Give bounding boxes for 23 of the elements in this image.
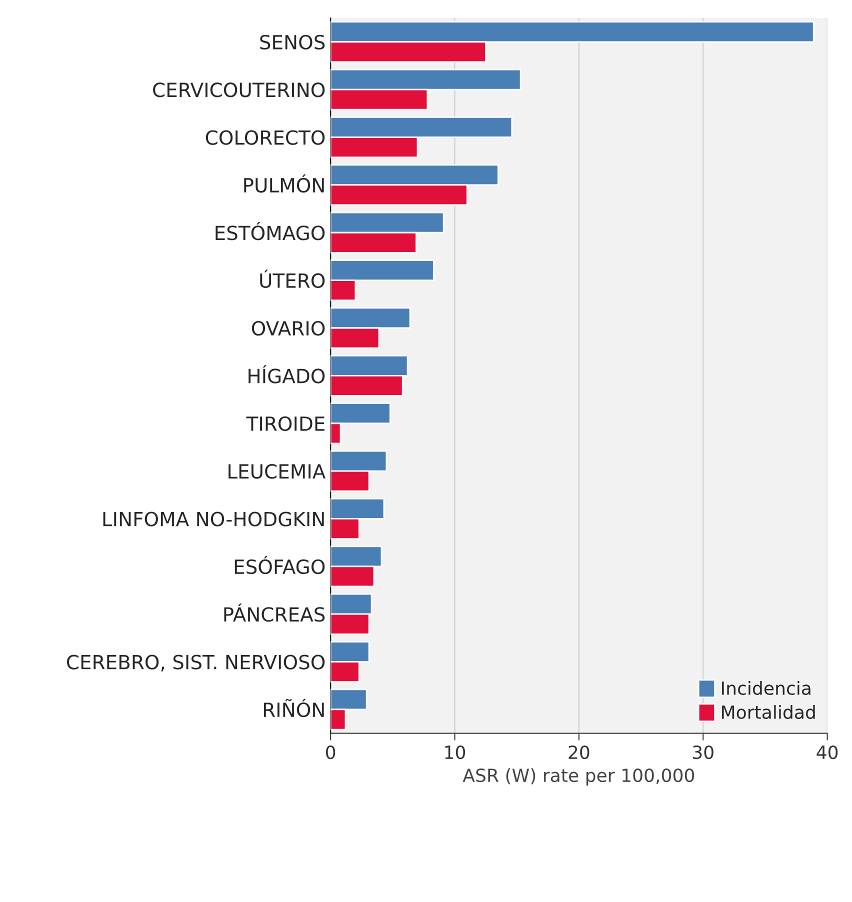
y-tick-label: PULMÓN bbox=[244, 174, 324, 193]
y-tick-label: CERVICOUTERINO bbox=[153, 82, 325, 98]
y-tick-label: ÚTERO bbox=[260, 270, 325, 288]
y-tick-label: PÁNCREAS bbox=[224, 604, 325, 622]
y-tick-label: ESÓFAGO bbox=[234, 556, 325, 574]
y-tick-label: ESTÓMAGO bbox=[216, 222, 325, 240]
y-tick-label: OVARIO bbox=[252, 320, 325, 336]
x-axis-title: ASR (W) rate per 100,000 bbox=[462, 768, 694, 786]
y-tick-label: SENOS bbox=[260, 34, 325, 50]
x-tick-label: 10 bbox=[445, 745, 466, 760]
y-tick-label: LINFOMA NO-HODGKIN bbox=[103, 512, 324, 526]
y-tick-label: TIROIDE bbox=[246, 416, 324, 432]
y-tick-label: COLORECTO bbox=[206, 130, 325, 145]
y-tick-label: LEUCEMIA bbox=[228, 464, 326, 479]
legend-label: Incidencia bbox=[722, 681, 810, 696]
y-tick-label: CEREBRO, SIST. NERVIOSO bbox=[67, 654, 325, 672]
x-tick-label: 40 bbox=[816, 745, 838, 760]
x-tick-label: 20 bbox=[568, 745, 590, 760]
y-tick-label: HÍGADO bbox=[248, 365, 325, 384]
x-tick-label: 0 bbox=[326, 745, 336, 760]
x-tick-label: 30 bbox=[693, 745, 714, 760]
legend-label: Mortalidad bbox=[722, 705, 815, 719]
y-tick-label: RIÑÓN bbox=[264, 698, 324, 718]
